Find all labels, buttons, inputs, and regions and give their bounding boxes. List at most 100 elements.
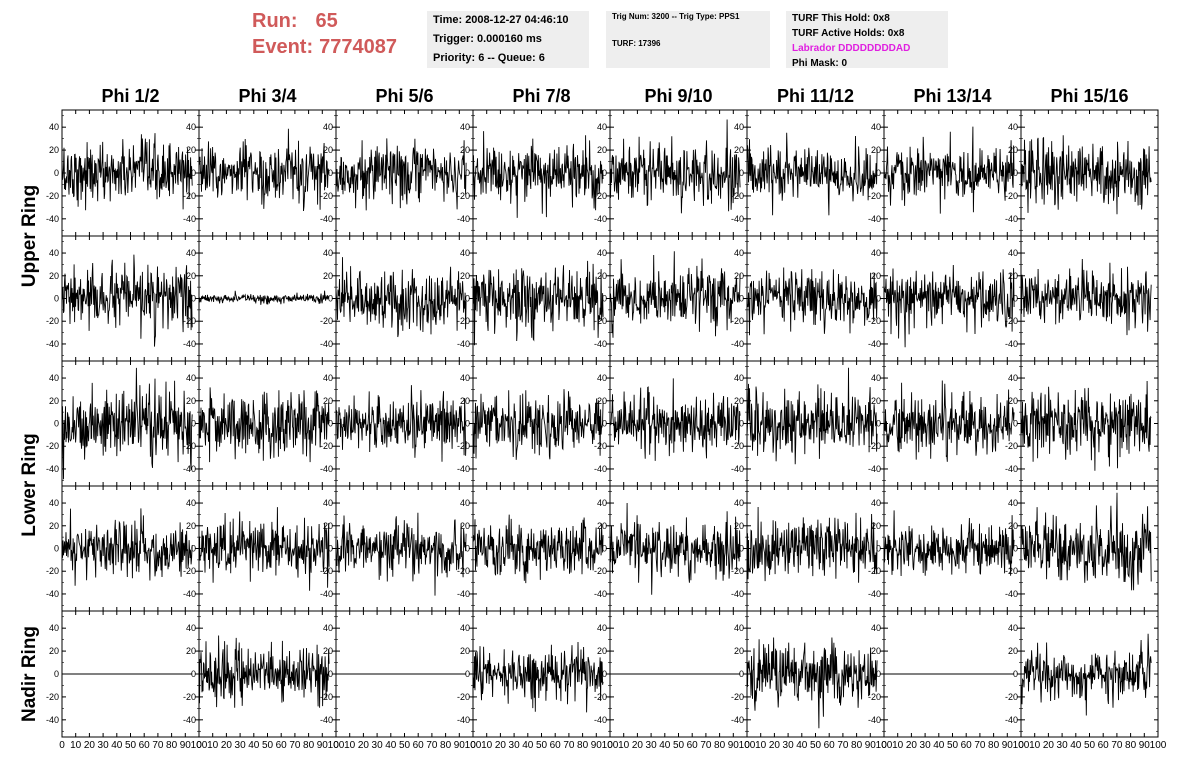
y-tick-label: -40 (1005, 589, 1018, 599)
waveform-plot-r3-c2: -40 -20 0 20 40 (320, 485, 474, 612)
column-header-phi-3-4: Phi 3/4 (238, 86, 297, 106)
waveform-plot-r2-c2: -40 -20 0 20 40 (320, 360, 474, 487)
y-tick-label: -20 (183, 441, 196, 451)
y-tick-label: -20 (183, 692, 196, 702)
x-tick-label: 50 (262, 740, 274, 751)
y-tick-label: -40 (320, 339, 333, 349)
x-tick-label: 70 (700, 740, 712, 751)
x-tick-label: 70 (837, 740, 849, 751)
y-tick-label: 0 (328, 294, 333, 304)
x-tick-label: 100 (1150, 740, 1167, 751)
y-tick-label: 20 (871, 145, 881, 155)
y-tick-label: 0 (465, 669, 470, 679)
y-tick-label: 20 (871, 646, 881, 656)
waveform-trace (1020, 492, 1152, 591)
y-tick-label: 0 (739, 168, 744, 178)
x-tick-label: 60 (413, 740, 425, 751)
y-tick-label: 40 (871, 122, 881, 132)
x-tick-label: 40 (385, 740, 397, 751)
y-tick-label: 0 (876, 419, 881, 429)
waveform-trace (335, 385, 467, 462)
y-tick-label: 0 (1013, 669, 1018, 679)
y-tick-label: 40 (49, 248, 59, 258)
y-tick-label: 0 (876, 544, 881, 554)
waveform-plot-r1-c4: -40 -20 0 20 40 (594, 235, 748, 362)
y-tick-label: 40 (597, 122, 607, 132)
waveform-plot-r3-c0: -40 -20 0 20 40 (46, 485, 200, 612)
y-tick-label: 40 (1008, 498, 1018, 508)
trig-text: Trig Num: 3200 -- Trig Type: PPS1 (612, 12, 740, 21)
x-tick-label: 80 (440, 740, 452, 751)
waveform-plot-r2-c4: -40 -20 0 20 40 (594, 360, 748, 487)
x-tick-label: 0 (470, 740, 476, 751)
waveform-trace (335, 138, 467, 211)
x-tick-label: 0 (607, 740, 613, 751)
y-tick-label: 20 (49, 521, 59, 531)
y-tick-label: 20 (871, 396, 881, 406)
y-tick-label: 40 (186, 122, 196, 132)
column-header-phi-11-12: Phi 11/12 (776, 86, 855, 106)
x-tick-label: 20 (358, 740, 370, 751)
y-tick-label: -20 (594, 692, 607, 702)
waveform-plot-r4-c2: -40 -20 0 20 40 (320, 610, 474, 738)
waveform-plot-r4-c3: -40 -20 0 20 40 (457, 610, 611, 738)
time-trigger-panel: Time: 2008-12-27 04:46:10 Trigger: 0.000… (427, 11, 589, 68)
y-tick-label: 0 (328, 168, 333, 178)
time-text: Time: 2008-12-27 04:46:10 (433, 14, 569, 26)
y-tick-label: -40 (320, 464, 333, 474)
y-tick-label: -40 (183, 715, 196, 725)
y-tick-label: 20 (460, 396, 470, 406)
waveform-plot-r4-c5: -40 -20 0 20 40 (731, 610, 885, 738)
waveform-trace (609, 251, 741, 338)
y-tick-label: 0 (876, 294, 881, 304)
x-tick-label: 30 (98, 740, 110, 751)
y-tick-label: 20 (186, 145, 196, 155)
y-tick-label: 0 (465, 294, 470, 304)
y-tick-label: -20 (320, 566, 333, 576)
y-tick-label: -40 (457, 589, 470, 599)
y-tick-label: 20 (597, 646, 607, 656)
y-tick-label: 20 (323, 521, 333, 531)
y-tick-label: 40 (323, 498, 333, 508)
waveform-plot-r1-c1: -40 -20 0 20 40 (183, 235, 337, 362)
turf-active-text: TURF Active Holds: 0x8 (792, 28, 905, 39)
y-tick-label: 20 (597, 145, 607, 155)
y-tick-label: 40 (323, 623, 333, 633)
waveform-plot-r2-c3: -40 -20 0 20 40 (457, 360, 611, 487)
y-tick-label: -20 (46, 441, 59, 451)
y-tick-label: 40 (186, 623, 196, 633)
y-tick-label: -20 (320, 316, 333, 326)
y-tick-label: 40 (186, 248, 196, 258)
x-tick-label: 90 (865, 740, 877, 751)
x-tick-label: 60 (961, 740, 973, 751)
x-tick-label: 10 (892, 740, 904, 751)
y-tick-label: 0 (1013, 544, 1018, 554)
y-tick-label: -20 (320, 191, 333, 201)
waveform-plot-r2-c0: -40 -20 0 20 40 (46, 360, 200, 487)
y-tick-label: -20 (457, 566, 470, 576)
trig-num-panel: Trig Num: 3200 -- Trig Type: PPS1 TURF: … (606, 11, 770, 68)
y-tick-label: 40 (323, 248, 333, 258)
y-tick-label: -20 (594, 441, 607, 451)
y-tick-label: -40 (457, 214, 470, 224)
y-tick-label: 0 (191, 168, 196, 178)
y-tick-label: -20 (868, 692, 881, 702)
y-tick-label: 0 (465, 544, 470, 554)
y-tick-label: -20 (731, 191, 744, 201)
y-tick-label: -40 (731, 715, 744, 725)
y-tick-label: -20 (457, 692, 470, 702)
x-tick-label: 40 (1070, 740, 1082, 751)
run-number: 65 (315, 10, 338, 32)
y-tick-label: 0 (328, 419, 333, 429)
y-tick-label: 0 (1013, 168, 1018, 178)
y-tick-label: 20 (460, 145, 470, 155)
waveform-plot-r3-c4: -40 -20 0 20 40 (594, 485, 748, 612)
y-tick-label: 0 (739, 294, 744, 304)
waveform-trace (1020, 633, 1152, 716)
y-tick-label: 0 (465, 168, 470, 178)
x-tick-label: 100 (1013, 740, 1030, 751)
y-tick-label: 40 (734, 373, 744, 383)
y-tick-label: 20 (1008, 271, 1018, 281)
x-tick-label: 60 (1098, 740, 1110, 751)
y-tick-label: 40 (871, 498, 881, 508)
